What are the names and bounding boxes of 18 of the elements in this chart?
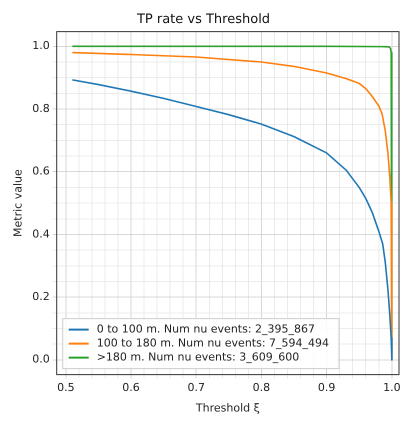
y-tick-label: 0.8 [32, 102, 50, 115]
legend-label: 100 to 180 m. Num nu events: 7_594_494 [96, 336, 330, 350]
x-tick-label: 0.5 [57, 381, 75, 394]
legend-label: >180 m. Num nu events: 3_609_600 [96, 350, 300, 364]
y-tick-label: 0.0 [32, 352, 50, 366]
y-tick-label: 0.4 [32, 227, 50, 240]
y-tick-label: 0.6 [32, 164, 50, 178]
x-tick-label: 0.8 [252, 381, 270, 394]
x-tick-label: 0.9 [318, 381, 336, 394]
chart-title: TP rate vs Threshold [136, 12, 270, 28]
legend-label: 0 to 100 m. Num nu events: 2_395_867 [96, 322, 316, 336]
x-axis-title: Threshold ξ [194, 401, 260, 414]
y-tick-label: 1.0 [32, 39, 50, 52]
y-axis-title: Metric value [11, 169, 24, 237]
x-tick-label: 1.0 [383, 381, 401, 394]
x-tick-label: 0.6 [122, 381, 140, 394]
x-tick-label: 0.7 [187, 381, 205, 394]
y-tick-label: 0.2 [32, 290, 50, 304]
